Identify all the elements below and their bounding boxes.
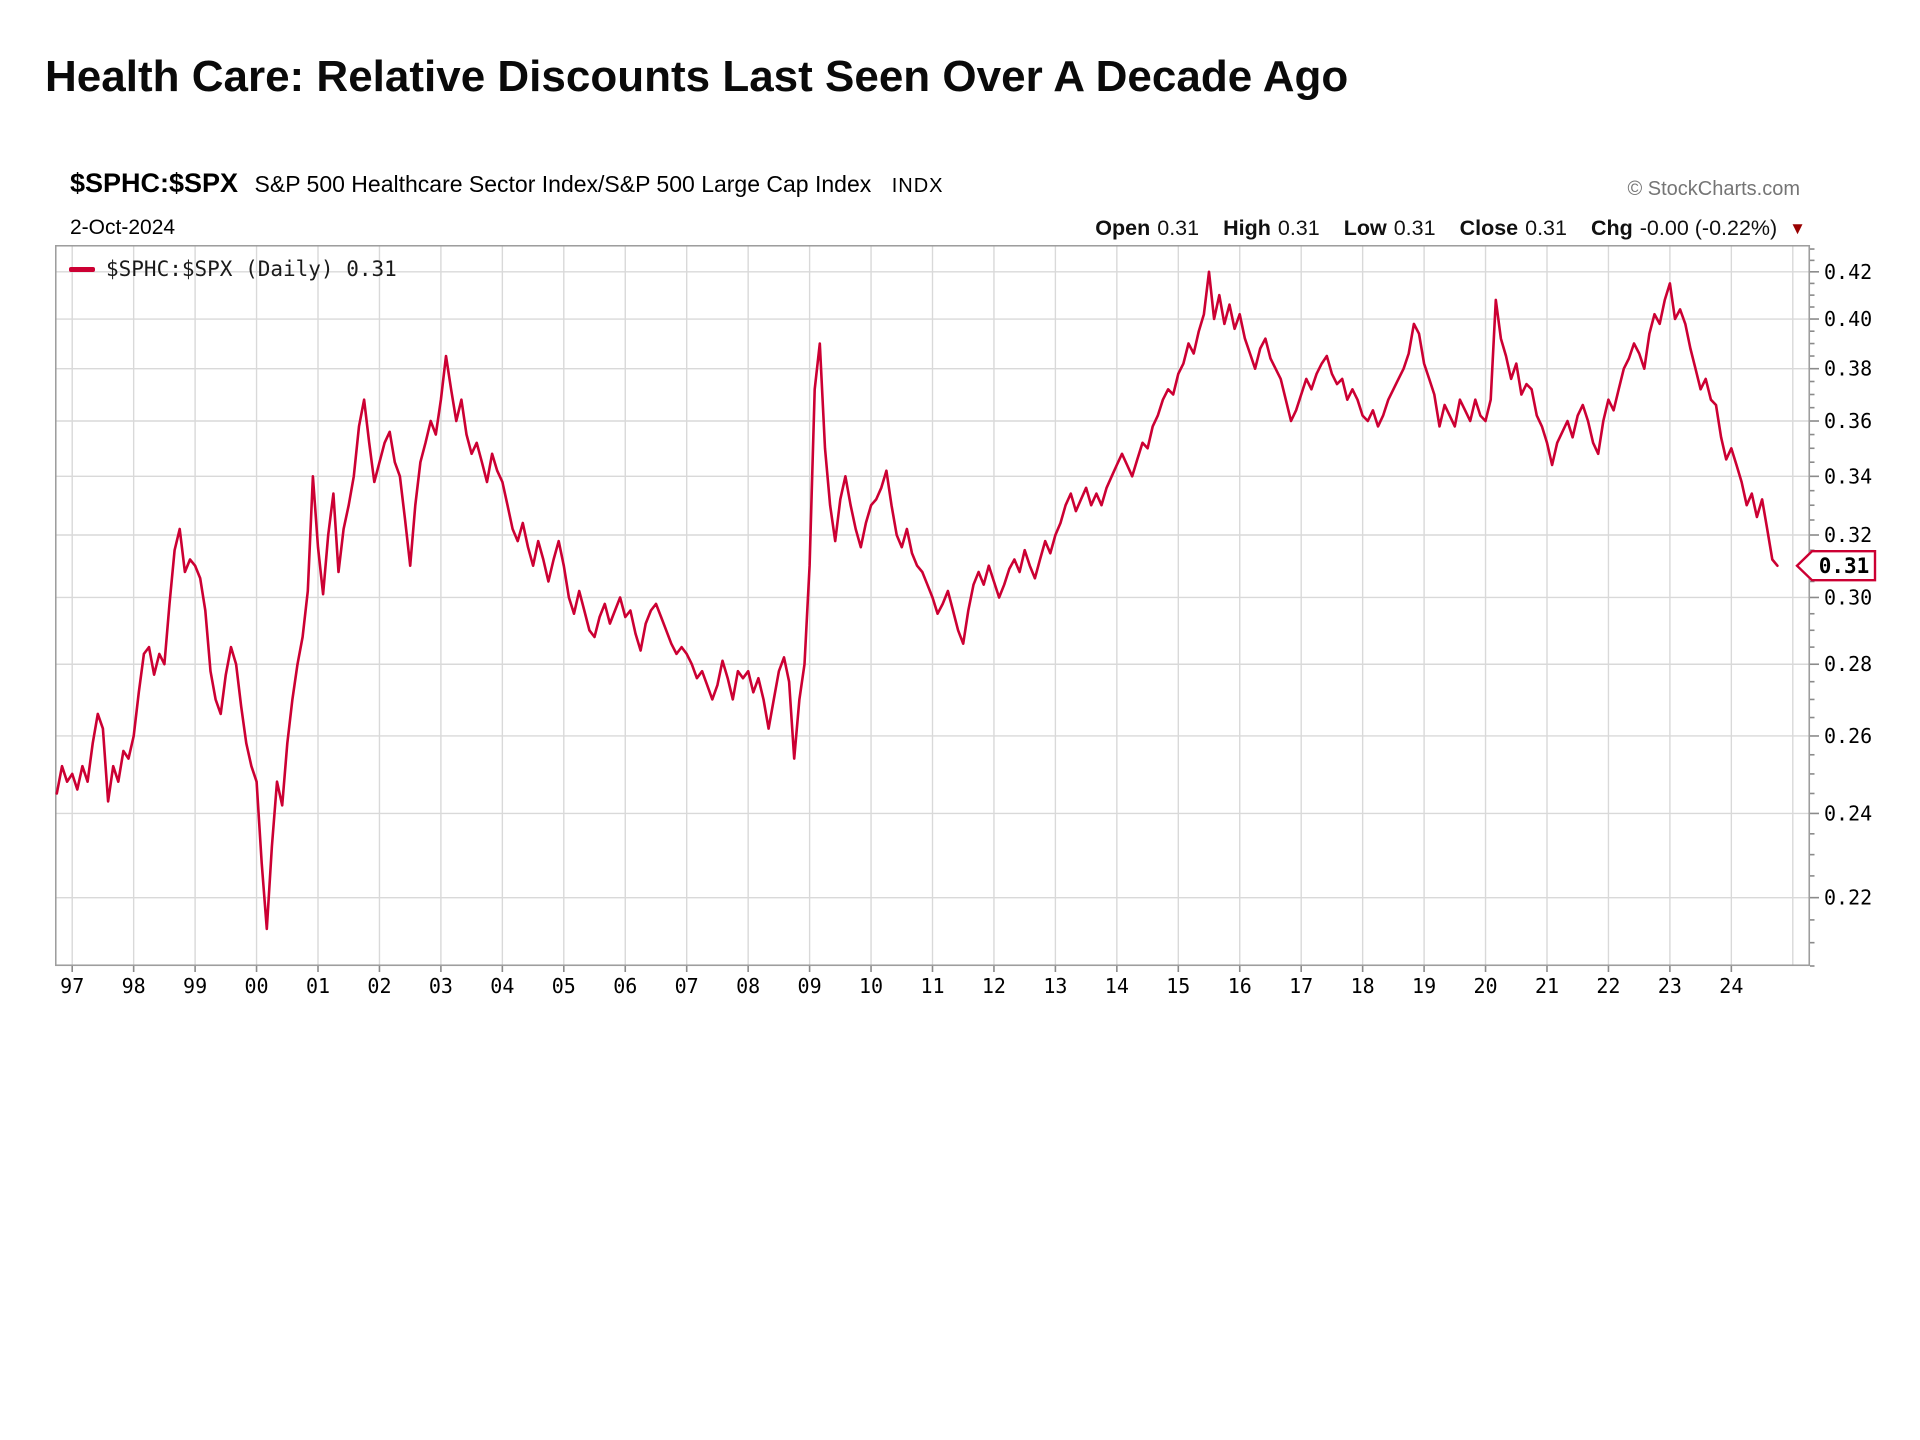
x-axis-tick-label: 99 (183, 974, 207, 998)
page-title: Health Care: Relative Discounts Last See… (45, 52, 1349, 101)
open-label: Open (1095, 216, 1151, 240)
index-description: S&P 500 Healthcare Sector Index/S&P 500 … (254, 171, 872, 197)
low-label: Low (1343, 216, 1387, 240)
low-value: 0.31 (1393, 216, 1436, 240)
x-axis-tick-label: 97 (60, 974, 84, 998)
y-axis-tick-label: 0.38 (1824, 357, 1872, 381)
x-axis-tick-label: 23 (1658, 974, 1682, 998)
y-axis-tick-label: 0.42 (1824, 260, 1872, 284)
y-axis-tick-label: 0.40 (1824, 307, 1872, 331)
high-label: High (1223, 216, 1271, 240)
x-axis-tick-label: 21 (1535, 974, 1559, 998)
legend: $SPHC:$SPX (Daily) 0.31 (69, 257, 397, 281)
x-axis-tick-label: 10 (859, 974, 883, 998)
chart-subheader: 2-Oct-2024 (70, 216, 1810, 244)
chg-down-triangle-icon: ▼ (1789, 219, 1806, 238)
chart-svg: 0.22 0.24 0.26 0.28 0.30 0.32 0.34 0.36 0.38 0.40… (54, 244, 1877, 998)
open-value: 0.31 (1157, 216, 1200, 240)
legend-label: $SPHC:$SPX (Daily) 0.31 (106, 257, 397, 281)
quote-high: High 0.31 (1223, 216, 1320, 240)
x-axis-tick-label: 04 (490, 974, 514, 998)
x-axis-tick-label: 22 (1596, 974, 1620, 998)
y-axis-tick-label: 0.28 (1824, 652, 1872, 676)
plot-area: 0.22 0.24 0.26 0.28 0.30 0.32 0.34 0.36 0.38 0.40… (54, 244, 1920, 1025)
y-axis-tick-label: 0.36 (1824, 409, 1872, 433)
x-axis-tick-label: 19 (1412, 974, 1436, 998)
x-axis-tick-label: 17 (1289, 974, 1313, 998)
y-axis-tick-label: 0.22 (1824, 886, 1872, 910)
chg-label: Chg (1590, 216, 1633, 240)
x-axis-tick-label: 00 (245, 974, 269, 998)
date-label: 2-Oct-2024 (70, 216, 176, 239)
legend-color-dash (69, 266, 95, 272)
y-axis-tick-label: 0.32 (1824, 523, 1872, 547)
x-axis-tick-label: 07 (675, 974, 699, 998)
x-axis-tick-label: 05 (552, 974, 576, 998)
x-axis-tick-label: 11 (920, 974, 944, 998)
y-axis-tick-label: 0.34 (1824, 464, 1872, 488)
x-axis-tick-label: 16 (1228, 974, 1252, 998)
ticker-symbol: $SPHC:$SPX (70, 168, 239, 198)
x-axis-tick-label: 98 (122, 974, 146, 998)
x-axis-tick-label: 14 (1105, 974, 1129, 998)
x-axis-tick-label: 01 (306, 974, 330, 998)
y-axis-tick-label: 0.24 (1824, 801, 1872, 825)
x-axis-tick-label: 02 (367, 974, 391, 998)
quote-bar: Open 0.31 High 0.31 Low 0.31 Close 0.31 Chg -… (1095, 216, 1806, 241)
chg-value: -0.00 (-0.22%) (1639, 216, 1778, 240)
series-line (55, 270, 1779, 931)
quote-open: Open 0.31 (1095, 216, 1199, 240)
x-axis-tick-label: 08 (736, 974, 760, 998)
x-axis-tick-label: 13 (1043, 974, 1067, 998)
x-axis-tick-label: 06 (613, 974, 637, 998)
last-value-text: 0.31 (1819, 554, 1870, 578)
plot-border (54, 244, 1811, 967)
quote-low: Low 0.31 (1344, 216, 1436, 240)
exchange-label: INDX (891, 175, 944, 197)
x-axis-tick-label: 12 (982, 974, 1006, 998)
y-axis-tick-label: 0.26 (1824, 724, 1872, 748)
source-credit: © StockCharts.com (1627, 178, 1800, 200)
high-value: 0.31 (1277, 216, 1320, 240)
y-axis-tick-label: 0.30 (1824, 585, 1872, 609)
x-axis-tick-label: 24 (1719, 974, 1743, 998)
last-value-tag (1795, 550, 1877, 582)
quote-close: Close 0.31 (1460, 216, 1567, 240)
quote-chg: Chg -0.00 (-0.22%) (1591, 216, 1777, 240)
close-label: Close (1459, 216, 1519, 240)
close-value: 0.31 (1525, 216, 1567, 240)
x-axis-tick-label: 09 (798, 974, 822, 998)
x-axis-tick-label: 15 (1166, 974, 1190, 998)
x-axis-tick-label: 20 (1473, 974, 1497, 998)
x-axis-tick-label: 03 (429, 974, 453, 998)
x-axis-tick-label: 18 (1351, 974, 1375, 998)
chart-header: $SPHC:$SPX S&P 500 Healthcare Sector Ind… (70, 168, 1810, 198)
